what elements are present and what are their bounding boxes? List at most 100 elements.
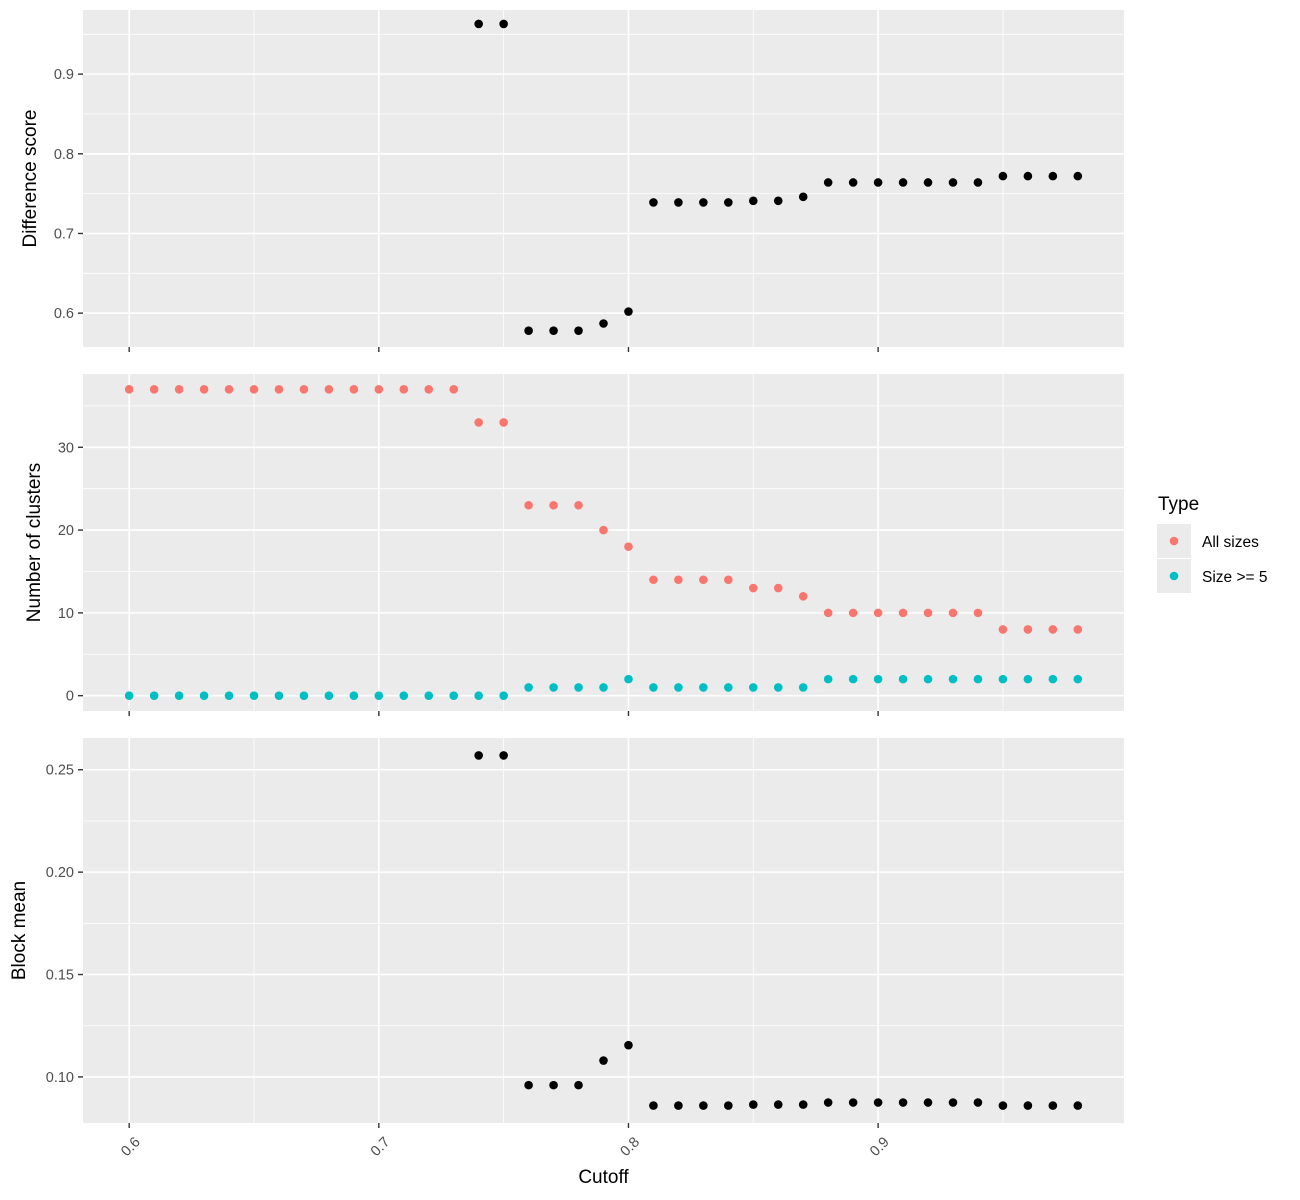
y-axis-title: Number of clusters xyxy=(24,463,45,622)
data-point xyxy=(923,608,933,618)
data-point xyxy=(773,196,783,206)
y-tick-label: 20 xyxy=(58,523,74,539)
data-point xyxy=(948,674,958,684)
data-point xyxy=(748,1100,758,1109)
data-point xyxy=(649,575,658,585)
data-point xyxy=(524,326,533,335)
data-point xyxy=(998,674,1008,684)
data-point xyxy=(249,385,259,394)
data-point xyxy=(973,1098,983,1107)
panel-1: 0.6 0.7 0.8 0.9 Difference score xyxy=(20,10,1124,352)
data-point xyxy=(624,674,633,684)
data-point xyxy=(674,198,683,207)
data-point xyxy=(524,683,533,692)
data-point xyxy=(499,418,508,427)
data-point xyxy=(1023,1101,1033,1110)
legend-point xyxy=(1169,571,1179,581)
data-point xyxy=(474,418,483,427)
data-point xyxy=(424,691,434,700)
panel-background xyxy=(83,738,1124,1123)
y-tick-label: 0.8 xyxy=(54,147,74,163)
data-point xyxy=(124,691,134,700)
legend-label: All sizes xyxy=(1202,534,1259,551)
data-point xyxy=(449,691,459,700)
data-point xyxy=(224,385,234,394)
data-point xyxy=(649,198,658,207)
data-point xyxy=(474,691,483,700)
data-point xyxy=(274,385,284,394)
data-point xyxy=(599,683,608,692)
data-point xyxy=(674,575,683,585)
data-point xyxy=(599,319,608,328)
data-point xyxy=(823,674,833,684)
data-point xyxy=(599,1056,608,1065)
data-point xyxy=(873,608,883,618)
data-point xyxy=(1048,1101,1058,1110)
y-tick-label: 30 xyxy=(58,440,74,456)
panel-2: 0 10 20 30 Number of clusters xyxy=(24,374,1124,716)
data-point xyxy=(1023,171,1033,181)
data-point xyxy=(823,178,833,187)
data-point xyxy=(923,178,933,187)
data-point xyxy=(324,385,334,394)
data-point xyxy=(699,1101,708,1110)
data-point xyxy=(424,385,434,394)
data-point xyxy=(574,500,583,510)
y-tick-label: 0.15 xyxy=(46,968,74,984)
data-point xyxy=(1073,625,1083,634)
y-tick-label: 0.25 xyxy=(46,763,74,779)
data-point xyxy=(549,500,558,510)
data-point xyxy=(998,625,1008,634)
data-point xyxy=(1073,1101,1083,1110)
data-point xyxy=(848,178,858,187)
data-point xyxy=(724,1101,733,1110)
data-point xyxy=(324,691,334,700)
y-tick-label: 0.6 xyxy=(54,306,74,322)
x-tick-label: 0.7 xyxy=(368,1134,394,1160)
data-point xyxy=(374,691,384,700)
series-1 xyxy=(474,751,1083,1110)
data-point xyxy=(848,608,858,618)
data-point xyxy=(724,575,733,585)
data-point xyxy=(898,674,908,684)
data-point xyxy=(823,608,833,618)
data-point xyxy=(399,385,409,394)
data-point xyxy=(699,575,708,585)
data-point xyxy=(748,683,758,692)
data-point xyxy=(798,192,808,202)
data-point xyxy=(449,385,459,394)
legend-title: Type xyxy=(1158,494,1199,515)
data-point xyxy=(374,385,384,394)
data-point xyxy=(499,691,508,700)
series-size-5 xyxy=(124,674,1083,700)
data-point xyxy=(499,19,508,29)
data-point xyxy=(873,674,883,684)
data-point xyxy=(973,674,983,684)
y-tick-label: 0.9 xyxy=(54,67,74,83)
data-point xyxy=(1048,625,1058,634)
data-point xyxy=(724,198,733,207)
data-point xyxy=(973,178,983,187)
y-axis-title: Block mean xyxy=(9,881,30,980)
data-point xyxy=(699,683,708,692)
data-point xyxy=(399,691,409,700)
data-point xyxy=(798,683,808,692)
data-point xyxy=(149,691,159,700)
data-point xyxy=(349,691,359,700)
data-point xyxy=(549,683,558,692)
data-point xyxy=(474,751,483,760)
data-point xyxy=(249,691,259,700)
panel-3: 0.10 0.15 0.20 0.25 Block mean xyxy=(9,738,1124,1128)
data-point xyxy=(798,592,808,601)
data-point xyxy=(998,171,1008,181)
data-point xyxy=(699,198,708,207)
data-point xyxy=(798,1100,808,1109)
data-point xyxy=(624,307,633,316)
data-point xyxy=(624,542,633,551)
data-point xyxy=(873,1098,883,1107)
data-point xyxy=(174,691,184,700)
data-point xyxy=(224,691,234,700)
data-point xyxy=(649,683,658,692)
y-tick-label: 0.20 xyxy=(46,865,74,881)
data-point xyxy=(274,691,284,700)
